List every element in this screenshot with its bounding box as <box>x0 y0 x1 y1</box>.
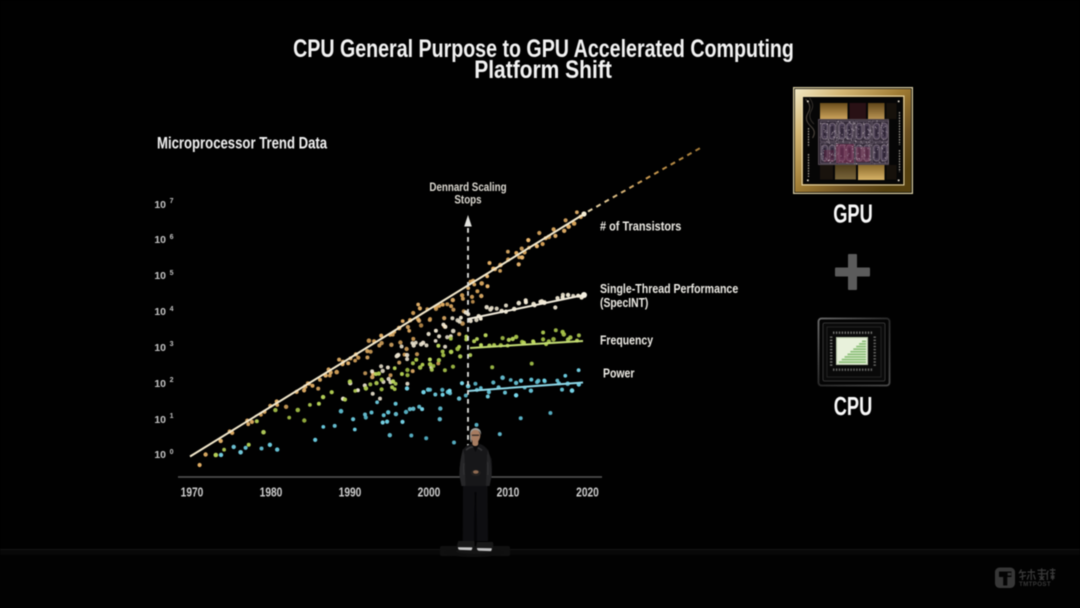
svg-text:1: 1 <box>170 413 174 420</box>
svg-text:(SpecINT): (SpecINT) <box>600 297 649 310</box>
svg-text:7: 7 <box>170 198 174 205</box>
svg-text:2000: 2000 <box>418 485 441 499</box>
svg-text:CPU: CPU <box>834 392 872 421</box>
svg-text:Frequency: Frequency <box>600 335 654 348</box>
svg-text:10: 10 <box>154 306 166 318</box>
svg-text:1990: 1990 <box>339 485 362 499</box>
svg-text:10: 10 <box>154 378 166 390</box>
svg-text:# of Transistors: # of Transistors <box>600 220 682 234</box>
svg-text:Stops: Stops <box>454 194 481 207</box>
svg-text:Dennard Scaling: Dennard Scaling <box>429 181 506 194</box>
svg-text:2020: 2020 <box>576 485 599 499</box>
svg-text:1970: 1970 <box>181 485 204 499</box>
svg-text:GPU: GPU <box>833 199 872 228</box>
svg-text:10: 10 <box>154 270 166 282</box>
svg-text:4: 4 <box>170 306 174 313</box>
svg-text:5: 5 <box>170 270 174 277</box>
svg-text:10: 10 <box>154 234 166 246</box>
svg-text:TMTPOST: TMTPOST <box>1019 581 1051 588</box>
svg-text:10: 10 <box>154 414 166 426</box>
svg-text:Single-Thread Performance: Single-Thread Performance <box>600 283 739 296</box>
svg-text:Power: Power <box>603 368 635 381</box>
svg-text:Microprocessor Trend Data: Microprocessor Trend Data <box>157 134 328 153</box>
svg-text:10: 10 <box>154 449 166 461</box>
svg-text:2010: 2010 <box>497 485 520 499</box>
svg-text:2: 2 <box>170 377 174 384</box>
svg-text:6: 6 <box>170 234 174 241</box>
svg-text:10: 10 <box>154 199 166 211</box>
svg-text:CPU General Purpose to GPU Acc: CPU General Purpose to GPU Accelerated C… <box>293 35 794 63</box>
svg-text:1980: 1980 <box>260 485 283 499</box>
svg-text:10: 10 <box>154 342 166 354</box>
svg-text:3: 3 <box>170 341 174 348</box>
svg-text:0: 0 <box>170 449 174 456</box>
svg-text:Platform Shift: Platform Shift <box>474 55 612 83</box>
